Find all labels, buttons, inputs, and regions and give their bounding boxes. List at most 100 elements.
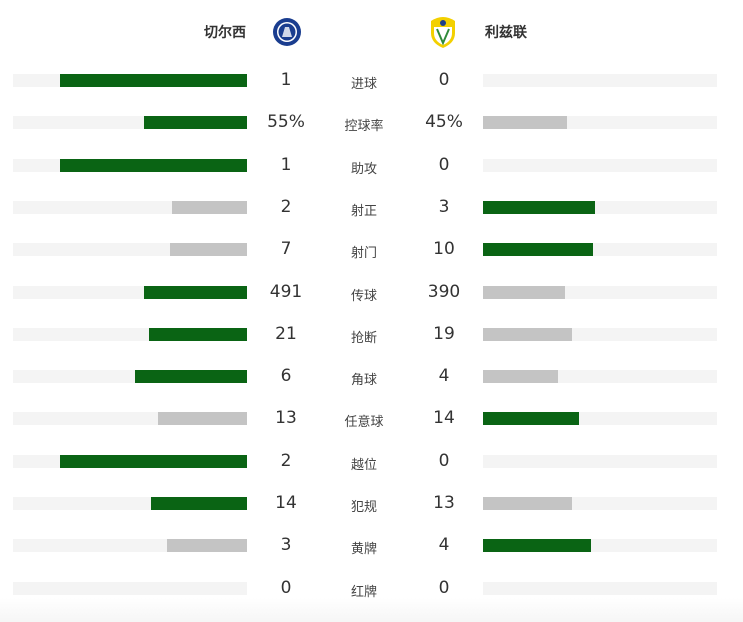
leeds-crest-icon — [431, 17, 455, 48]
away-stat-value: 13 — [433, 493, 455, 513]
stat-row: 6 角球 4 — [0, 366, 743, 390]
away-stat-bar — [483, 327, 717, 341]
away-stat-value: 45% — [425, 112, 463, 133]
away-stat-value: 19 — [433, 323, 455, 344]
home-stat-value: 1 — [280, 70, 292, 90]
stat-label: 控球率 — [344, 119, 384, 135]
away-stat-bar — [483, 412, 717, 426]
home-stat-value: 1 — [280, 154, 292, 175]
away-stat-value: 0 — [438, 577, 450, 598]
home-stat-value: 13 — [275, 408, 297, 429]
stat-label: 进球 — [350, 77, 377, 92]
home-stat-value: 0 — [280, 577, 292, 598]
home-stat-bar — [13, 412, 247, 426]
stat-label: 犯规 — [350, 500, 377, 515]
stat-label: 抢断 — [350, 330, 377, 346]
home-stat-value: 2 — [280, 450, 292, 471]
away-stat-fill — [483, 243, 593, 257]
home-stat-value: 7 — [280, 239, 292, 260]
home-stat-fill — [169, 243, 247, 257]
home-stat-bar — [13, 327, 247, 341]
away-stat-fill — [483, 370, 558, 384]
home-stat-fill — [158, 412, 247, 426]
stat-label: 角球 — [350, 373, 377, 389]
stat-row: 7 射门 10 — [0, 239, 743, 263]
away-stat-value: 4 — [438, 366, 450, 387]
home-stat-fill — [167, 539, 247, 553]
stat-row: 491 传球 390 — [0, 282, 743, 306]
away-stat-bar — [483, 74, 717, 87]
away-stat-fill — [483, 539, 591, 553]
away-stat-value: 390 — [427, 281, 461, 302]
home-stat-bar — [13, 581, 247, 595]
stat-row: 3 黄牌 4 — [0, 535, 743, 559]
stat-label: 任意球 — [344, 415, 384, 431]
home-stat-bar — [13, 285, 247, 299]
home-stat-bar — [13, 539, 247, 553]
away-stat-bar — [483, 116, 717, 130]
home-stat-fill — [134, 370, 247, 384]
home-stat-bar — [13, 370, 247, 384]
stat-row: 2 射正 3 — [0, 197, 743, 221]
home-team-name: 切尔西 — [204, 25, 246, 41]
home-stat-fill — [144, 116, 247, 130]
bottom-fade — [0, 598, 743, 622]
home-stat-value: 3 — [280, 535, 292, 556]
away-stat-fill — [483, 412, 579, 426]
stat-row: 2 越位 0 — [0, 451, 743, 475]
stat-label: 越位 — [350, 457, 377, 473]
home-stat-bar — [13, 454, 247, 468]
away-stat-value: 0 — [438, 450, 450, 471]
stat-label: 射正 — [350, 203, 377, 219]
home-stat-fill — [144, 285, 247, 299]
away-stat-bar — [483, 243, 717, 257]
stat-row: 55% 控球率 45% — [0, 112, 743, 136]
home-stat-fill — [59, 158, 247, 172]
away-stat-value: 14 — [433, 408, 455, 429]
away-stat-value: 10 — [433, 239, 455, 260]
stat-row: 1 进球 0 — [0, 70, 743, 94]
away-team-name: 利兹联 — [485, 25, 527, 41]
home-stat-bar — [13, 158, 247, 172]
away-stat-bar — [483, 454, 717, 468]
home-stat-value: 14 — [275, 493, 297, 513]
home-stat-bar — [13, 497, 247, 510]
home-stat-value: 6 — [280, 366, 292, 387]
home-stat-bar — [13, 243, 247, 257]
home-stat-value: 2 — [280, 196, 292, 217]
stat-label: 黄牌 — [350, 542, 377, 558]
home-stat-fill — [172, 200, 247, 214]
stat-row: 1 助攻 0 — [0, 155, 743, 179]
stat-label: 传球 — [350, 288, 377, 304]
away-stat-bar — [483, 539, 717, 553]
stat-row: 21 抢断 19 — [0, 324, 743, 348]
home-stat-bar — [13, 200, 247, 214]
stat-row: 13 任意球 14 — [0, 408, 743, 432]
home-stat-bar — [13, 74, 247, 87]
away-stat-value: 0 — [438, 70, 450, 90]
stat-row: 14 犯规 13 — [0, 493, 743, 517]
stat-label: 射门 — [350, 246, 377, 262]
away-stat-bar — [483, 497, 717, 510]
away-stat-bar — [483, 581, 717, 595]
away-stat-bar — [483, 370, 717, 384]
away-stat-bar — [483, 158, 717, 172]
home-stat-bar — [13, 116, 247, 130]
stat-label: 红牌 — [350, 584, 377, 600]
away-stat-fill — [483, 116, 568, 130]
home-stat-value: 21 — [275, 323, 297, 344]
away-stat-value: 3 — [438, 196, 450, 217]
away-stat-bar — [483, 285, 717, 299]
home-stat-fill — [59, 74, 247, 87]
away-stat-value: 0 — [438, 154, 450, 175]
home-stat-fill — [148, 327, 247, 341]
home-stat-fill — [59, 454, 247, 468]
away-stat-bar — [483, 200, 717, 214]
home-stat-value: 55% — [267, 112, 305, 133]
away-stat-fill — [483, 327, 572, 341]
away-stat-fill — [483, 200, 596, 214]
home-stat-value: 491 — [269, 281, 303, 302]
away-stat-fill — [483, 285, 565, 299]
home-stat-fill — [151, 497, 247, 510]
away-stat-value: 4 — [438, 535, 450, 556]
